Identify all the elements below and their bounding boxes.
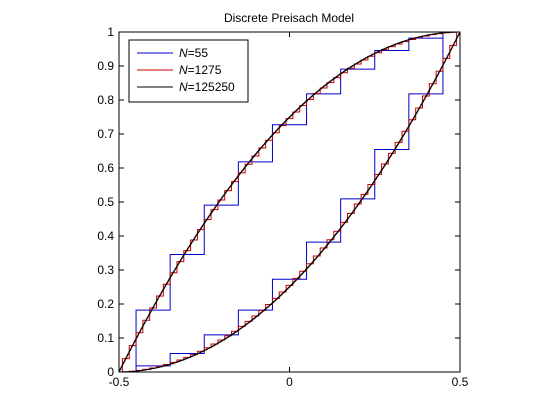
legend-value: =125250 (188, 80, 235, 94)
legend-variable: N (179, 80, 188, 94)
legend-variable: N (179, 63, 188, 77)
legend-label-2: N=1275 (179, 63, 222, 77)
y-tick-label: 0.5 (97, 195, 114, 209)
legend-label-1: N=55 (179, 46, 208, 60)
y-tick-label: 0.6 (97, 161, 114, 175)
y-tick-label: 1 (107, 25, 114, 39)
chart-title: Discrete Preisach Model (224, 11, 354, 25)
legend-box (128, 39, 249, 103)
legend-variable: N (179, 46, 188, 60)
x-tick-label: 0 (286, 375, 293, 389)
y-tick-label: 0 (107, 365, 114, 379)
y-tick-label: 0.2 (97, 297, 114, 311)
y-tick-label: 0.8 (97, 93, 114, 107)
series-layer (118, 31, 461, 373)
x-tick-label: 0.5 (452, 375, 469, 389)
series-line-3 (118, 31, 461, 373)
y-tick-label: 0.3 (97, 263, 114, 277)
legend-value: =55 (188, 46, 209, 60)
legend-label-3: N=125250 (179, 80, 235, 94)
legend-value: =1275 (188, 63, 222, 77)
axes-layer: 00.10.20.30.40.50.60.70.80.91-0.5 0 0.5 (97, 25, 468, 389)
y-tick-label: 0.7 (97, 127, 114, 141)
y-tick-label: 0.1 (97, 331, 114, 345)
y-tick-label: 0.9 (97, 59, 114, 73)
x-tick-label: -0.5 (109, 375, 130, 389)
y-tick-label: 0.4 (97, 229, 114, 243)
